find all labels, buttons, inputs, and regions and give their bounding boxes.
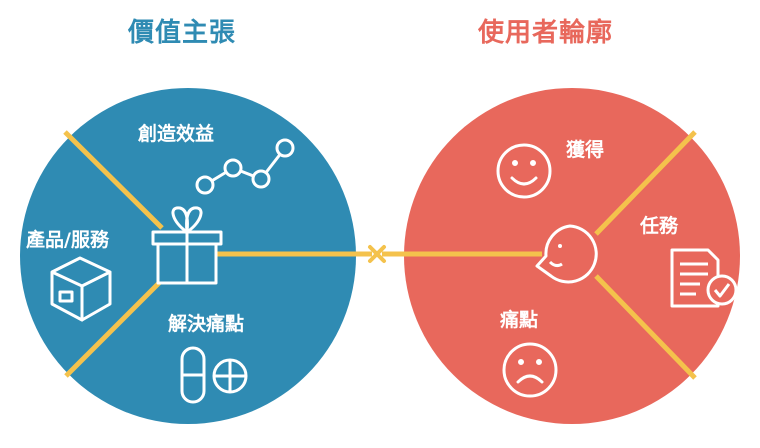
gains-label: 獲得	[566, 138, 604, 161]
divider-line	[594, 130, 697, 236]
gift-icon	[151, 206, 223, 285]
customer-profile-title: 使用者輪廓	[478, 18, 614, 48]
pains-label: 痛點	[500, 308, 538, 331]
frown-icon	[502, 342, 558, 398]
cross-connector-icon	[368, 245, 386, 263]
pill-icon	[180, 346, 248, 404]
box-icon	[50, 256, 112, 322]
line-chart-icon	[195, 138, 295, 195]
divider-line	[64, 278, 164, 378]
products-services-label: 產品/服務	[26, 228, 110, 251]
divider-line	[63, 130, 164, 230]
jobs-label: 任務	[639, 214, 679, 237]
value-proposition-title: 價值主張	[128, 18, 237, 48]
pain-relievers-label: 解決痛點	[168, 312, 244, 335]
speech-face-icon	[535, 224, 598, 284]
document-check-icon	[670, 248, 738, 308]
gain-creators-label: 創造效益	[138, 122, 214, 145]
divider-line	[594, 274, 697, 380]
smile-icon	[496, 143, 552, 199]
